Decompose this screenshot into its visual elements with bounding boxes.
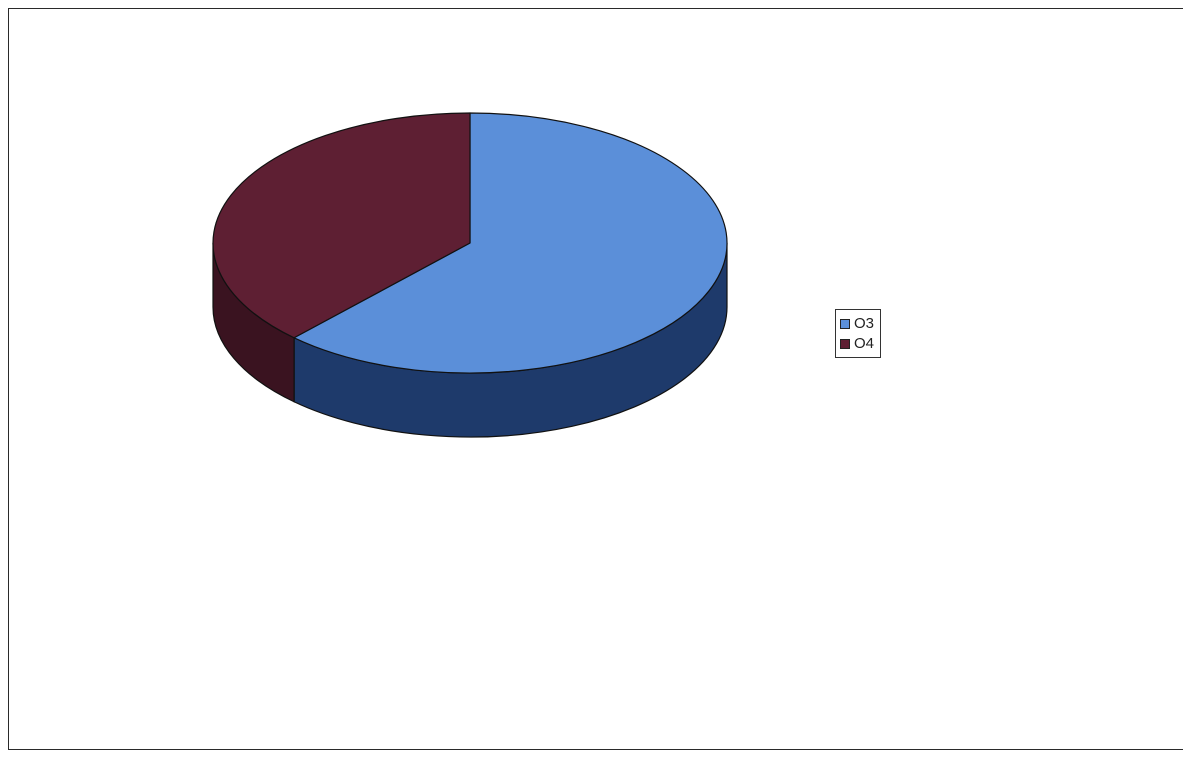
chart-legend: O3 O4 (835, 309, 882, 358)
pie-slice-o4 (212, 112, 471, 339)
legend-label-o4: O4 (854, 335, 875, 352)
pie-slice-o3 (293, 112, 728, 374)
legend-label-o3: O3 (854, 315, 875, 332)
legend-item-o3: O3 (840, 314, 874, 334)
legend-item-o4: O4 (840, 334, 874, 354)
legend-swatch-o4 (840, 339, 850, 349)
legend-swatch-o3 (840, 319, 850, 329)
